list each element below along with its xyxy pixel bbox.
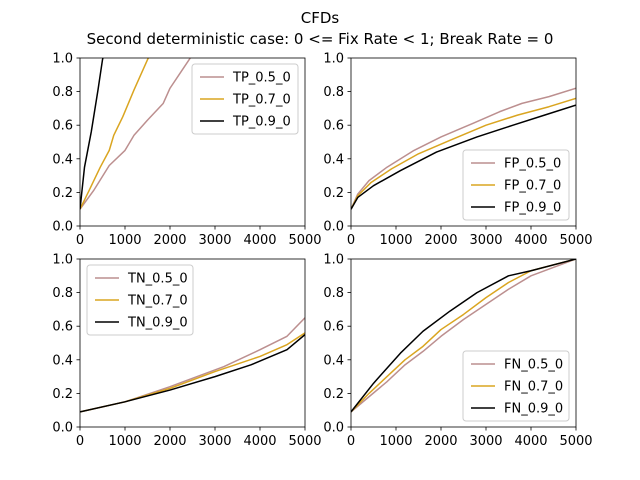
y-tick-label: 0.0 xyxy=(52,421,73,436)
series-line xyxy=(80,58,192,210)
y-tick-label: 0.8 xyxy=(52,286,73,301)
legend-label: TP_0.7_0 xyxy=(232,93,291,108)
x-tick-label: 0 xyxy=(347,434,355,449)
series-lines xyxy=(351,87,576,210)
axes-frame xyxy=(350,258,577,428)
x-tick-label: 0 xyxy=(76,233,84,248)
x-tick-label: 3000 xyxy=(469,434,502,449)
legend-label: FP_0.5_0 xyxy=(504,157,561,172)
legend-label: TP_0.9_0 xyxy=(232,115,291,130)
x-tick-label: 5000 xyxy=(559,434,592,449)
legend-label: FP_0.9_0 xyxy=(504,201,561,216)
subplot-top-right: 0 1000 2000 3000 4000 5000 0.0 0.2 0.4 0.6 0.8 1.0 F… xyxy=(323,52,592,249)
x-tick-label: 0 xyxy=(347,233,355,248)
legend: FN_0.5_0 FN_0.7_0 FN_0.9_0 xyxy=(462,350,570,422)
y-tick-label: 0.4 xyxy=(323,152,344,167)
legend-label: FN_0.9_0 xyxy=(504,402,563,417)
subplot-grid: 0 1000 2000 3000 4000 50000.00.20.40.60.81.0T… xyxy=(52,52,592,450)
y-tick-label: 0.0 xyxy=(52,220,73,235)
x-tick-label: 5000 xyxy=(559,233,592,248)
subplot-bottom-right: 0 1000 2000 3000 4000 5000 0.0 0.2 0.4 0.6 0.8 1.0 F… xyxy=(323,253,592,450)
axes-frame xyxy=(79,258,306,428)
legend-label: FN_0.7_0 xyxy=(504,380,563,395)
x-tick-label: 3000 xyxy=(198,434,231,449)
legend-label: TN_0.9_0 xyxy=(127,316,188,331)
x-tick-label: 5000 xyxy=(288,233,321,248)
series-lines xyxy=(80,58,192,210)
legend: FP_0.5_0 FP_0.7_0 FP_0.9_0 xyxy=(462,149,570,221)
legend: TP_0.5_0 TP_0.7_0 TP_0.9_0 xyxy=(191,63,299,135)
axes-frame xyxy=(350,57,577,227)
x-tick-label: 2000 xyxy=(153,434,186,449)
y-tick-label: 1.0 xyxy=(323,52,344,67)
x-tick-label: 2000 xyxy=(153,233,186,248)
legend-label: TN_0.5_0 xyxy=(127,272,188,287)
x-tick-label: 3000 xyxy=(198,233,231,248)
x-tick-label: 0 xyxy=(76,434,84,449)
legend: TN_0.5_0 TN_0.7_0 TN_0.9_0 xyxy=(86,264,194,336)
series-line xyxy=(351,259,576,413)
y-tick-label: 0.6 xyxy=(323,320,344,335)
series-line xyxy=(80,334,305,413)
legend-label: FP_0.7_0 xyxy=(504,179,561,194)
subplot-top-left: 0 1000 2000 3000 4000 5000 0.0 0.2 0.4 0.6 0.8 1.0 T… xyxy=(52,52,321,249)
figure-subtitle: Second deterministic case: 0 <= Fix Rate… xyxy=(87,30,554,48)
x-tick-label: 3000 xyxy=(469,233,502,248)
y-tick-label: 1.0 xyxy=(323,253,344,268)
series-line xyxy=(351,97,576,210)
figure-title: CFDs xyxy=(301,9,340,27)
y-tick-label: 0.4 xyxy=(52,353,73,368)
series-line xyxy=(80,58,150,210)
series-lines xyxy=(351,259,576,413)
y-tick-label: 1.0 xyxy=(52,253,73,268)
series-line xyxy=(351,104,576,210)
y-tick-label: 0.8 xyxy=(323,286,344,301)
x-tick-label: 4000 xyxy=(243,434,276,449)
y-tick-label: 0.2 xyxy=(323,387,344,402)
x-tick-label: 1000 xyxy=(108,233,141,248)
x-tick-label: 5000 xyxy=(288,434,321,449)
x-tick-label: 1000 xyxy=(108,434,141,449)
subplot-bottom-left: 0 1000 2000 3000 4000 5000 0.0 0.2 0.4 0.6 0.8 1.0 T… xyxy=(52,253,321,450)
legend-box xyxy=(462,350,570,422)
series-line xyxy=(351,259,576,413)
series-line xyxy=(80,58,104,210)
series-line xyxy=(351,259,576,413)
x-tick-label: 4000 xyxy=(514,233,547,248)
y-tick-label: 0.2 xyxy=(52,186,73,201)
y-tick-label: 0.6 xyxy=(323,119,344,134)
legend-label: FN_0.5_0 xyxy=(504,358,563,373)
legend-label: TN_0.7_0 xyxy=(127,294,188,309)
x-tick-label: 1000 xyxy=(379,233,412,248)
legend-box xyxy=(191,63,299,135)
x-tick-label: 4000 xyxy=(514,434,547,449)
x-tick-label: 2000 xyxy=(424,233,457,248)
legend-box xyxy=(86,264,194,336)
y-tick-label: 0.2 xyxy=(52,387,73,402)
y-tick-label: 0.4 xyxy=(52,152,73,167)
y-tick-label: 1.0 xyxy=(52,52,73,67)
x-tick-label: 4000 xyxy=(243,233,276,248)
x-tick-label: 1000 xyxy=(379,434,412,449)
y-tick-label: 0.8 xyxy=(52,85,73,100)
legend-box xyxy=(462,149,570,221)
axes-frame xyxy=(79,57,306,227)
y-tick-label: 0.0 xyxy=(323,220,344,235)
y-tick-label: 0.0 xyxy=(323,421,344,436)
y-tick-label: 0.2 xyxy=(323,186,344,201)
y-tick-label: 0.8 xyxy=(323,85,344,100)
series-line xyxy=(351,87,576,210)
x-tick-label: 2000 xyxy=(424,434,457,449)
y-tick-label: 0.6 xyxy=(52,320,73,335)
y-tick-label: 0.4 xyxy=(323,353,344,368)
series-lines xyxy=(80,317,305,413)
y-tick-label: 0.6 xyxy=(52,119,73,134)
legend-label: TP_0.5_0 xyxy=(232,71,291,86)
